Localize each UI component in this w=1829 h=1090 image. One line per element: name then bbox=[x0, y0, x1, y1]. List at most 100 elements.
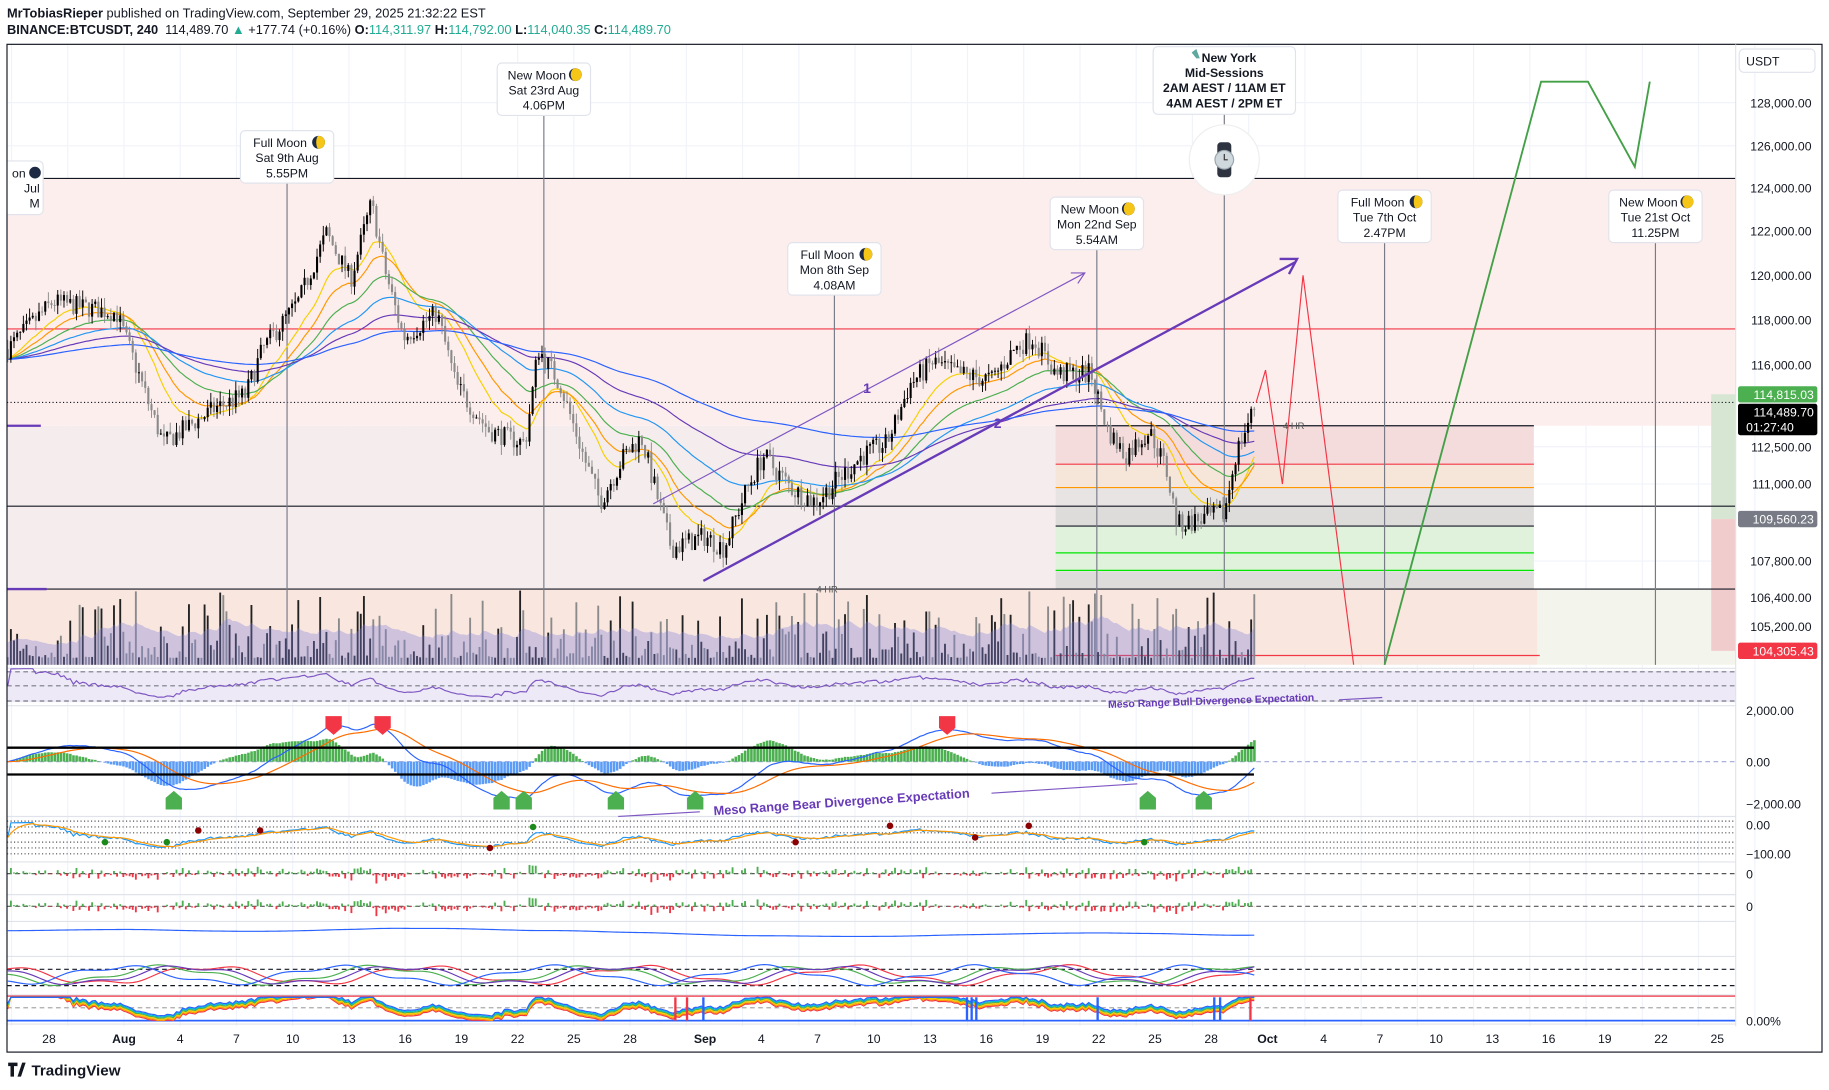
pane4-bar bbox=[1190, 873, 1193, 879]
pane5-bar bbox=[103, 906, 106, 910]
rainbow-line bbox=[7, 996, 1255, 1021]
time-axis[interactable]: 28 Aug 4 7 10 13 16 19 22 25 28 Sep 4 7 10 13 16 19 22 25 28… bbox=[42, 1032, 1724, 1046]
pane5-bar bbox=[962, 904, 965, 907]
macd-histogram-bar bbox=[568, 751, 572, 762]
moving-average-8[interactable] bbox=[7, 241, 1255, 540]
macd-histogram-bar bbox=[84, 757, 88, 762]
volume-bar bbox=[19, 650, 22, 665]
candle bbox=[775, 468, 778, 480]
publish-text: published on TradingView.com, September … bbox=[103, 5, 486, 20]
volume-bar bbox=[1215, 657, 1218, 665]
pane4-bar bbox=[312, 871, 315, 874]
pane4-bar bbox=[409, 873, 412, 875]
volume-bar bbox=[344, 657, 347, 665]
buy-signal-marker[interactable] bbox=[1139, 790, 1156, 810]
sell-signal-marker[interactable] bbox=[374, 716, 391, 735]
volume-bar bbox=[915, 651, 918, 665]
channel-line-upper[interactable] bbox=[652, 272, 1086, 505]
price-tag[interactable] bbox=[1738, 386, 1818, 403]
price-tag[interactable] bbox=[1738, 510, 1818, 528]
pane4-bar bbox=[1203, 870, 1206, 874]
channel-line-lower[interactable] bbox=[702, 261, 1296, 582]
pane5-bar bbox=[865, 900, 868, 907]
buy-signal-marker[interactable] bbox=[687, 790, 704, 810]
pane4-bar bbox=[184, 873, 187, 877]
candle bbox=[734, 515, 737, 517]
price-tag[interactable] bbox=[1738, 642, 1818, 660]
buy-signal-marker[interactable] bbox=[607, 790, 625, 810]
volume-bar bbox=[897, 636, 900, 665]
pane4-bar bbox=[447, 873, 450, 877]
moving-average-21[interactable] bbox=[7, 275, 1255, 511]
buy-signal-marker[interactable] bbox=[515, 790, 532, 810]
sell-signal-marker[interactable] bbox=[325, 716, 342, 735]
author-name[interactable]: MrTobiasRieper bbox=[7, 5, 103, 20]
candle bbox=[365, 215, 369, 225]
signal-bar bbox=[1249, 997, 1252, 1021]
macd-histogram-bar bbox=[662, 761, 666, 763]
macd-histogram-bar bbox=[406, 761, 410, 784]
candle bbox=[125, 326, 128, 333]
resistance-zone bbox=[6, 178, 1736, 426]
candle bbox=[984, 374, 987, 381]
pane5-bar bbox=[347, 904, 350, 907]
pane4-bar bbox=[156, 873, 159, 880]
pane4-bar bbox=[1037, 873, 1040, 877]
pane4-bar bbox=[1040, 869, 1043, 874]
sell-signal-marker[interactable] bbox=[938, 716, 956, 735]
buy-signal-marker[interactable] bbox=[1195, 790, 1212, 810]
pane4-bar bbox=[16, 872, 19, 874]
pane5-bar bbox=[850, 905, 853, 907]
price-tag[interactable] bbox=[1738, 403, 1818, 436]
date-axis-label: 25 bbox=[1710, 1032, 1724, 1046]
pane5-bar bbox=[759, 906, 762, 910]
publish-info: MrTobiasRieper published on TradingView.… bbox=[7, 5, 486, 20]
divergence-line[interactable] bbox=[618, 811, 700, 818]
watch-icon[interactable] bbox=[1188, 124, 1260, 196]
box-zone-green bbox=[1055, 526, 1534, 572]
volume-bar bbox=[1122, 657, 1125, 665]
candle bbox=[628, 448, 631, 453]
currency-button[interactable] bbox=[1738, 48, 1816, 73]
macd-histogram-bar bbox=[222, 759, 225, 762]
macd-histogram-bar bbox=[468, 761, 472, 785]
moving-average-34[interactable] bbox=[7, 296, 1255, 487]
macd-histogram-bar bbox=[1175, 761, 1178, 775]
bearish-projection-path[interactable] bbox=[1255, 275, 1355, 665]
bullish-projection-path[interactable] bbox=[1383, 80, 1651, 665]
macd-histogram-bar bbox=[1159, 761, 1162, 771]
candle bbox=[650, 452, 653, 483]
pane4-bar bbox=[716, 873, 718, 875]
candle bbox=[262, 344, 265, 346]
moon-label-fragment: on bbox=[12, 166, 26, 180]
moving-average-13[interactable] bbox=[7, 255, 1255, 529]
divergence-line[interactable] bbox=[1339, 696, 1383, 701]
buy-signal-marker[interactable] bbox=[493, 790, 510, 810]
pane4-bar bbox=[491, 873, 493, 877]
moving-average-55[interactable] bbox=[7, 314, 1255, 468]
pane4-bar bbox=[316, 868, 318, 874]
price-axis[interactable]: USDT 128,000.00126,000.00124,000.00122,0… bbox=[1738, 48, 1818, 1028]
buy-signal-marker[interactable] bbox=[165, 790, 182, 810]
macd-histogram-bar bbox=[403, 761, 406, 782]
pane5-bar bbox=[88, 906, 90, 911]
moving-average-100[interactable] bbox=[7, 330, 1255, 439]
projection-drawings[interactable]: 12 4 HR4 HR bbox=[652, 80, 1651, 665]
pane4-bar bbox=[797, 870, 800, 874]
pane4-bar bbox=[359, 867, 362, 874]
pane5-bar bbox=[1084, 906, 1087, 912]
macd-histogram-bar bbox=[1128, 761, 1131, 782]
tradingview-logo[interactable]: TradingView bbox=[8, 1062, 121, 1079]
pane4-bar bbox=[1137, 873, 1140, 877]
divergence-line[interactable] bbox=[991, 783, 1138, 794]
